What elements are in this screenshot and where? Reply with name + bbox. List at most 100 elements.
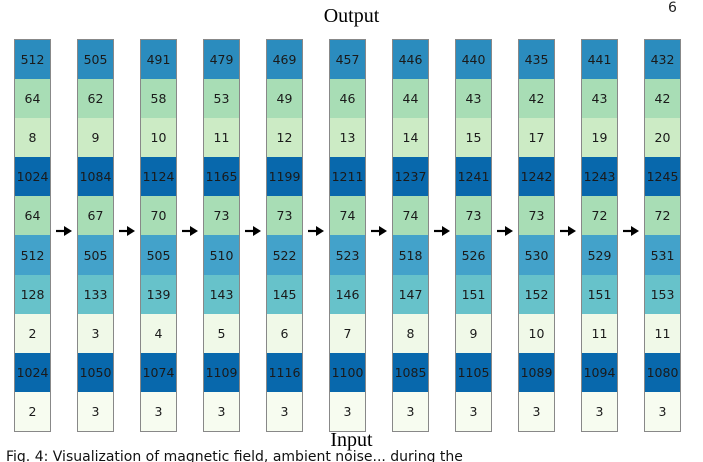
value-cell: 1241 [456,157,491,197]
state-column-1: 512 64 8 1024 64 512 128 2 1024 2 [14,39,51,432]
right-arrow-icon [182,226,198,236]
state-column-8: 440 43 15 1241 73 526 151 9 1105 3 [455,39,492,432]
value-cell: 523 [330,235,365,275]
value-cell: 1211 [330,157,365,197]
value-cell: 1243 [582,157,617,197]
value-cell: 42 [645,79,680,119]
value-cell: 3 [267,391,302,431]
value-cell: 1080 [645,352,680,392]
value-cell: 147 [393,274,428,314]
value-cell: 6 [267,313,302,353]
value-cell: 20 [645,118,680,158]
value-cell: 151 [456,274,491,314]
value-cell: 11 [582,313,617,353]
value-cell: 491 [141,40,176,80]
value-cell: 14 [393,118,428,158]
value-cell: 510 [204,235,239,275]
value-cell: 469 [267,40,302,80]
value-cell: 1165 [204,157,239,197]
output-label: Output [323,5,380,27]
value-cell: 151 [582,274,617,314]
value-cell: 58 [141,79,176,119]
value-cell: 1089 [519,352,554,392]
state-column-2: 505 62 9 1084 67 505 133 3 1050 3 [77,39,114,432]
value-cell: 17 [519,118,554,158]
value-cell: 522 [267,235,302,275]
value-cell: 9 [78,118,113,158]
state-column-11: 432 42 20 1245 72 531 153 11 1080 3 [644,39,681,432]
right-arrow-icon [119,226,135,236]
value-cell: 53 [204,79,239,119]
value-cell: 446 [393,40,428,80]
right-arrow-icon [434,226,450,236]
value-cell: 531 [645,235,680,275]
value-cell: 73 [204,196,239,236]
value-cell: 3 [204,391,239,431]
value-cell: 8 [393,313,428,353]
value-cell: 49 [267,79,302,119]
right-arrow-icon [308,226,324,236]
value-cell: 440 [456,40,491,80]
value-cell: 3 [456,391,491,431]
value-cell: 10 [141,118,176,158]
state-column-9: 435 42 17 1242 73 530 152 10 1089 3 [518,39,555,432]
value-cell: 70 [141,196,176,236]
value-cell: 10 [519,313,554,353]
value-cell: 512 [15,40,50,80]
right-arrow-icon [56,226,72,236]
value-cell: 3 [393,391,428,431]
value-cell: 9 [456,313,491,353]
right-arrow-icon [245,226,261,236]
value-cell: 64 [15,196,50,236]
value-cell: 72 [645,196,680,236]
value-cell: 3 [645,391,680,431]
value-cell: 13 [330,118,365,158]
value-cell: 1124 [141,157,176,197]
value-cell: 1024 [15,352,50,392]
value-cell: 1242 [519,157,554,197]
value-cell: 1094 [582,352,617,392]
value-cell: 19 [582,118,617,158]
value-cell: 5 [204,313,239,353]
value-cell: 145 [267,274,302,314]
value-cell: 64 [15,79,50,119]
value-cell: 73 [519,196,554,236]
value-cell: 441 [582,40,617,80]
value-cell: 1237 [393,157,428,197]
value-cell: 1074 [141,352,176,392]
value-cell: 3 [78,313,113,353]
value-cell: 15 [456,118,491,158]
state-column-6: 457 46 13 1211 74 523 146 7 1100 3 [329,39,366,432]
value-cell: 505 [78,235,113,275]
value-cell: 1024 [15,157,50,197]
value-cell: 526 [456,235,491,275]
value-cell: 42 [519,79,554,119]
value-cell: 43 [582,79,617,119]
value-cell: 143 [204,274,239,314]
value-cell: 529 [582,235,617,275]
value-cell: 43 [456,79,491,119]
value-cell: 4 [141,313,176,353]
value-cell: 133 [78,274,113,314]
value-cell: 479 [204,40,239,80]
value-cell: 7 [330,313,365,353]
value-cell: 1085 [393,352,428,392]
value-cell: 530 [519,235,554,275]
value-cell: 2 [15,313,50,353]
value-cell: 1245 [645,157,680,197]
right-arrow-icon [371,226,387,236]
input-label: Input [330,429,373,451]
value-cell: 8 [15,118,50,158]
value-cell: 435 [519,40,554,80]
value-cell: 152 [519,274,554,314]
value-cell: 2 [15,391,50,431]
page-number: 6 [668,0,677,16]
value-cell: 153 [645,274,680,314]
value-cell: 1116 [267,352,302,392]
value-cell: 1109 [204,352,239,392]
right-arrow-icon [497,226,513,236]
value-cell: 3 [330,391,365,431]
value-cell: 74 [330,196,365,236]
state-column-3: 491 58 10 1124 70 505 139 4 1074 3 [140,39,177,432]
value-cell: 1199 [267,157,302,197]
